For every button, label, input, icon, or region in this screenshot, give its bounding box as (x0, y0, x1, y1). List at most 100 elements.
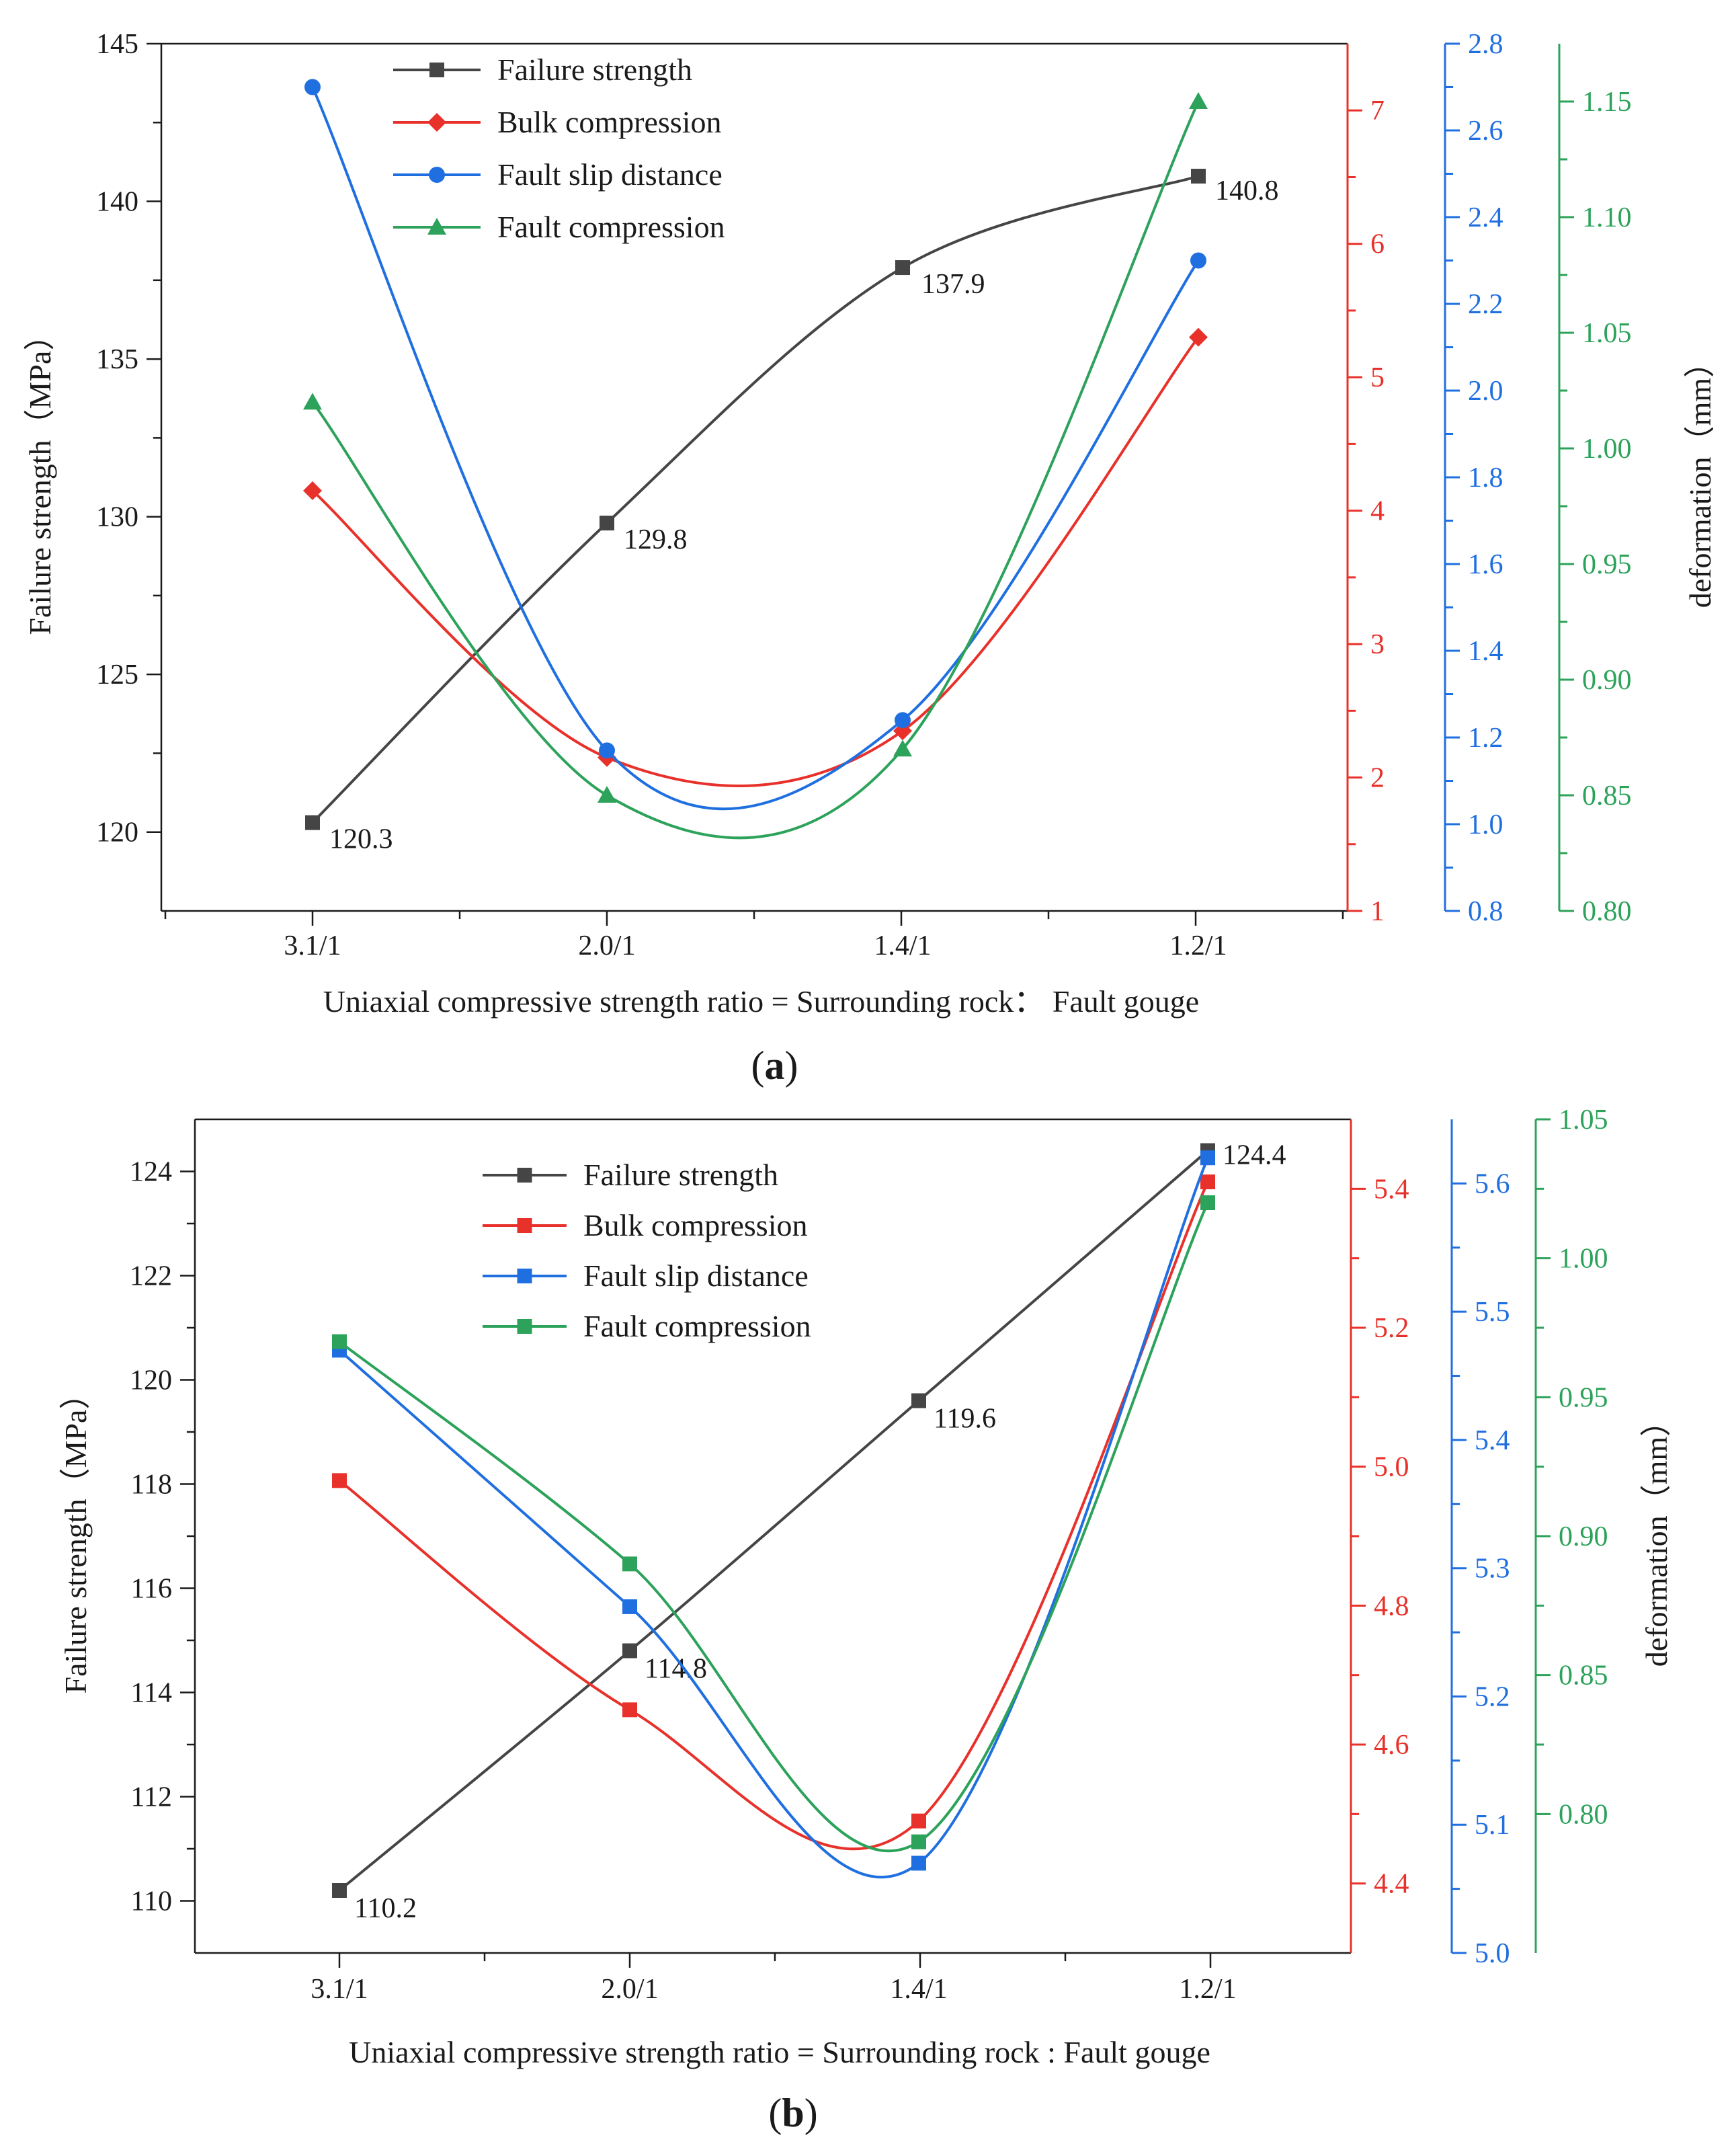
legend-marker (427, 113, 446, 132)
panel-label: (b) (768, 2091, 817, 2135)
data-label: 129.8 (624, 524, 688, 555)
data-point-failure-strength (600, 516, 614, 531)
legend-marker (517, 1319, 532, 1334)
left-y-tick-label: 110 (131, 1886, 172, 1917)
blue-y-tick-label: 5.3 (1475, 1554, 1510, 1585)
data-point-failure-strength (1191, 169, 1206, 184)
left-y-tick-label: 120 (96, 817, 138, 848)
data-point-failure-strength (305, 815, 320, 830)
data-point-fault-compression (303, 393, 322, 410)
legend-label: Fault slip distance (583, 1259, 809, 1293)
panel-label-close: ) (805, 2091, 818, 2135)
series-line-fault-slip-distance (311, 86, 1200, 811)
right-y-axis-title: deformation（mm） (1639, 1406, 1674, 1667)
data-point-fault-slip-distance (1190, 252, 1206, 269)
legend-label: Fault compression (583, 1309, 811, 1343)
x-tick-label: 2.0/1 (601, 1974, 658, 2005)
blue-y-tick-label: 1.0 (1468, 809, 1503, 840)
green-y-tick-label: 0.90 (1559, 1521, 1608, 1552)
blue-y-tick-label: 2.6 (1468, 116, 1503, 147)
data-label: 119.6 (934, 1404, 996, 1435)
blue-y-tick-label: 5.2 (1475, 1681, 1510, 1712)
data-label: 137.9 (921, 269, 985, 300)
red-y-tick-label: 4.6 (1374, 1730, 1409, 1761)
green-y-tick-label: 0.95 (1559, 1382, 1608, 1413)
left-y-tick-label: 135 (96, 344, 138, 375)
y-axis-title: Failure strength（MPa） (58, 1379, 93, 1694)
panel-label: (a) (751, 1043, 798, 1088)
green-y-tick-label: 1.10 (1582, 202, 1632, 233)
series-line-fault-compression (338, 1202, 1209, 1853)
data-label: 124.4 (1223, 1140, 1286, 1171)
panel-label-letter: a (765, 1043, 785, 1088)
legend-marker (427, 218, 446, 235)
red-y-tick-label: 5.0 (1374, 1452, 1409, 1483)
blue-y-tick-label: 2.2 (1468, 289, 1503, 320)
data-point-failure-strength (911, 1393, 926, 1408)
blue-y-tick-label: 5.1 (1475, 1810, 1510, 1841)
data-label: 110.2 (354, 1893, 417, 1924)
series-line-bulk-compression (311, 336, 1200, 787)
blue-y-tick-label: 1.2 (1468, 723, 1503, 754)
red-y-tick-label: 5.4 (1374, 1174, 1409, 1205)
green-y-tick-label: 1.15 (1582, 87, 1632, 118)
green-y-tick-label: 1.00 (1559, 1244, 1608, 1275)
x-tick-label: 1.4/1 (890, 1974, 947, 2005)
right-y-axis-title: deformation（mm） (1683, 347, 1717, 608)
green-y-tick-label: 0.90 (1582, 665, 1632, 696)
data-point-fault-slip-distance (895, 712, 911, 729)
red-y-tick-label: 2 (1370, 763, 1385, 794)
legend-marker (429, 63, 444, 77)
legend-marker (517, 1218, 532, 1233)
x-tick-label: 1.4/1 (874, 930, 931, 961)
data-point-fault-slip-distance (622, 1599, 637, 1614)
x-tick-label: 1.2/1 (1169, 930, 1227, 961)
left-y-tick-label: 140 (96, 187, 138, 218)
legend-marker (517, 1269, 532, 1283)
left-y-tick-label: 118 (131, 1470, 172, 1501)
data-point-bulk-compression (332, 1473, 347, 1488)
x-tick-label: 3.1/1 (311, 1974, 368, 2005)
x-axis-title: Uniaxial compressive strength ratio = Su… (323, 984, 1199, 1019)
left-y-tick-label: 145 (96, 29, 138, 60)
data-point-fault-compression (597, 786, 616, 803)
legend-marker (517, 1168, 532, 1183)
chart-panel-a: 3.1/1 2.0/1 1.4/1 1.2/112012513013514014512… (23, 29, 1717, 1088)
blue-y-tick-label: 2.8 (1468, 29, 1503, 60)
y-axis-title: Failure strength（MPa） (23, 320, 57, 635)
blue-y-tick-label: 2.0 (1468, 376, 1503, 407)
data-label: 120.3 (329, 824, 393, 855)
series-line-failure-strength (311, 175, 1199, 824)
series-line-fault-slip-distance (338, 1157, 1209, 1879)
data-point-fault-slip-distance (911, 1855, 926, 1871)
green-y-tick-label: 0.85 (1559, 1661, 1608, 1691)
data-point-fault-slip-distance (1200, 1150, 1215, 1166)
data-point-fault-compression (1189, 92, 1208, 109)
green-y-tick-label: 1.00 (1582, 434, 1632, 465)
red-y-tick-label: 7 (1370, 95, 1385, 126)
data-point-fault-compression (332, 1334, 347, 1349)
blue-y-tick-label: 5.5 (1475, 1297, 1510, 1328)
series-line-fault-compression (311, 101, 1200, 840)
blue-y-tick-label: 0.8 (1468, 896, 1503, 927)
data-point-failure-strength (332, 1883, 347, 1898)
left-y-tick-label: 125 (96, 660, 138, 690)
data-point-fault-compression (893, 740, 912, 757)
x-axis-title: Uniaxial compressive strength ratio = Su… (349, 2035, 1210, 2069)
legend-label: Failure strength (583, 1158, 778, 1192)
data-point-bulk-compression (622, 1702, 637, 1718)
left-y-tick-label: 112 (131, 1782, 172, 1813)
panel-label-letter: b (782, 2091, 804, 2135)
blue-y-tick-label: 5.4 (1475, 1425, 1510, 1456)
legend-label: Bulk compression (497, 105, 721, 139)
data-point-failure-strength (622, 1643, 637, 1659)
data-point-fault-slip-distance (304, 79, 321, 95)
chart-panel-b: 3.1/1 2.0/1 1.4/1 1.2/1 110 112 114 116 118 120 12… (58, 1105, 1674, 2135)
left-y-tick-label: 130 (96, 502, 138, 533)
blue-y-tick-label: 1.8 (1468, 463, 1503, 493)
series-line-failure-strength (338, 1149, 1209, 1892)
data-point-fault-compression (1200, 1195, 1215, 1210)
data-point-fault-slip-distance (599, 742, 615, 759)
data-point-bulk-compression (911, 1813, 926, 1829)
data-point-failure-strength (895, 260, 910, 276)
